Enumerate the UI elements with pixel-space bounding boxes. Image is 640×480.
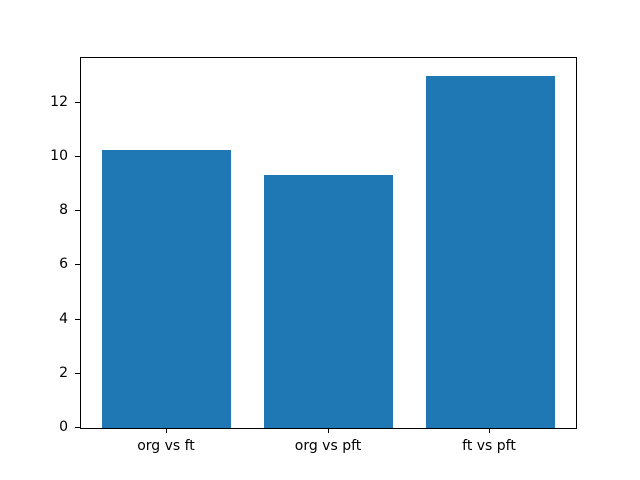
y-tick-label: 10 [50, 148, 68, 164]
x-tick-mark [489, 428, 490, 433]
bar-org-vs-pft [264, 175, 393, 428]
y-tick-mark [75, 210, 80, 211]
x-tick-mark [328, 428, 329, 433]
x-tick-label: org vs pft [294, 438, 362, 454]
y-tick-label: 12 [50, 94, 68, 110]
y-tick-mark [75, 319, 80, 320]
x-tick-label: org vs ft [137, 438, 195, 454]
y-tick-label: 0 [59, 419, 68, 435]
y-tick-label: 6 [59, 256, 68, 272]
y-tick-mark [75, 427, 80, 428]
y-tick-label: 2 [59, 365, 68, 381]
x-tick-mark [166, 428, 167, 433]
y-tick-mark [75, 102, 80, 103]
bar-ft-vs-pft [426, 76, 555, 428]
plot-area [80, 57, 577, 429]
y-tick-mark [75, 264, 80, 265]
y-tick-mark [75, 373, 80, 374]
y-tick-mark [75, 156, 80, 157]
y-tick-label: 8 [59, 202, 68, 218]
y-tick-label: 4 [59, 311, 68, 327]
bar-org-vs-ft [102, 150, 231, 428]
x-tick-label: ft vs pft [462, 438, 516, 454]
